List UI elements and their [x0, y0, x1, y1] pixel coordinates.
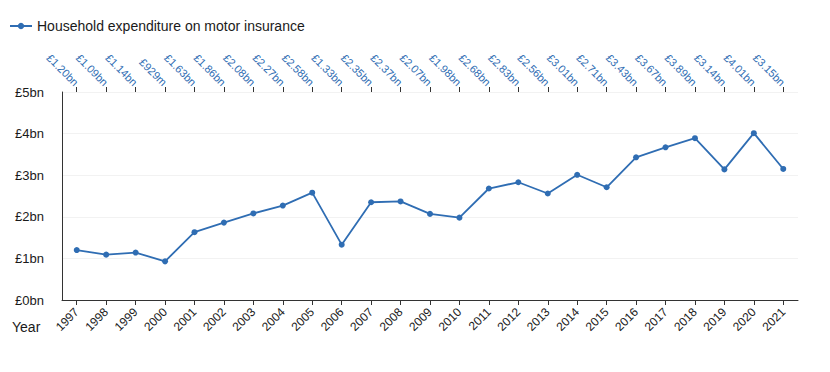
svg-text:£929m: £929m	[137, 56, 170, 89]
svg-text:2017: 2017	[642, 305, 671, 334]
svg-text:£1.86bn: £1.86bn	[191, 51, 229, 89]
svg-text:£3.15bn: £3.15bn	[751, 52, 788, 89]
svg-text:Year: Year	[12, 319, 41, 335]
svg-text:2004: 2004	[259, 305, 288, 334]
svg-text:£2.56bn: £2.56bn	[515, 51, 552, 89]
svg-text:£2.83bn: £2.83bn	[486, 51, 523, 89]
svg-text:2007: 2007	[347, 305, 376, 334]
svg-text:£3.67bn: £3.67bn	[633, 51, 670, 89]
svg-text:£2bn: £2bn	[15, 209, 44, 224]
svg-text:£2.27bn: £2.27bn	[250, 51, 287, 89]
svg-text:2014: 2014	[553, 305, 582, 334]
svg-text:£1.98bn: £1.98bn	[427, 51, 464, 89]
svg-text:£3.01bn: £3.01bn	[544, 51, 582, 89]
svg-text:1999: 1999	[112, 305, 141, 334]
svg-text:£1.09bn: £1.09bn	[73, 51, 111, 89]
svg-text:2010: 2010	[436, 305, 465, 334]
svg-text:2015: 2015	[583, 305, 612, 334]
svg-text:2021: 2021	[759, 305, 788, 334]
svg-text:2020: 2020	[730, 305, 759, 334]
svg-text:£3.43bn: £3.43bn	[603, 51, 641, 89]
svg-text:£1.63bn: £1.63bn	[162, 51, 199, 89]
svg-text:£5bn: £5bn	[15, 85, 44, 100]
svg-text:2005: 2005	[288, 305, 317, 334]
svg-text:2013: 2013	[524, 305, 553, 334]
svg-text:£4bn: £4bn	[15, 126, 44, 141]
svg-text:1997: 1997	[53, 305, 82, 334]
svg-text:Household expenditure on motor: Household expenditure on motor insurance	[37, 18, 305, 34]
svg-text:2011: 2011	[466, 305, 494, 333]
svg-text:2001: 2001	[171, 305, 200, 334]
svg-text:2006: 2006	[318, 305, 347, 334]
svg-text:£3.14bn: £3.14bn	[692, 51, 729, 89]
svg-text:£3bn: £3bn	[15, 168, 44, 183]
svg-text:2009: 2009	[406, 305, 435, 334]
svg-text:2018: 2018	[671, 305, 700, 334]
svg-text:1998: 1998	[82, 305, 111, 334]
svg-text:£0bn: £0bn	[15, 293, 44, 308]
svg-text:2008: 2008	[377, 305, 406, 334]
svg-text:£1.33bn: £1.33bn	[309, 51, 346, 89]
svg-text:£1.20bn: £1.20bn	[44, 51, 81, 89]
svg-text:£3.89bn: £3.89bn	[662, 51, 700, 89]
svg-text:£2.35bn: £2.35bn	[338, 51, 376, 89]
svg-text:2000: 2000	[141, 305, 170, 334]
svg-text:£2.37bn: £2.37bn	[368, 51, 405, 89]
svg-text:£2.71bn: £2.71bn	[574, 51, 611, 89]
svg-text:2016: 2016	[612, 305, 641, 334]
svg-text:£2.68bn: £2.68bn	[456, 51, 494, 89]
svg-text:£1.14bn: £1.14bn	[103, 52, 140, 89]
svg-text:2003: 2003	[230, 305, 259, 334]
svg-text:2012: 2012	[495, 305, 524, 334]
svg-text:£2.08bn: £2.08bn	[221, 51, 258, 89]
svg-text:£2.07bn: £2.07bn	[397, 51, 435, 89]
svg-text:£4.01bn: £4.01bn	[721, 51, 759, 89]
svg-text:£2.58bn: £2.58bn	[279, 51, 317, 89]
svg-text:2019: 2019	[701, 305, 730, 334]
svg-text:2002: 2002	[200, 305, 229, 334]
svg-text:£1bn: £1bn	[15, 251, 44, 266]
